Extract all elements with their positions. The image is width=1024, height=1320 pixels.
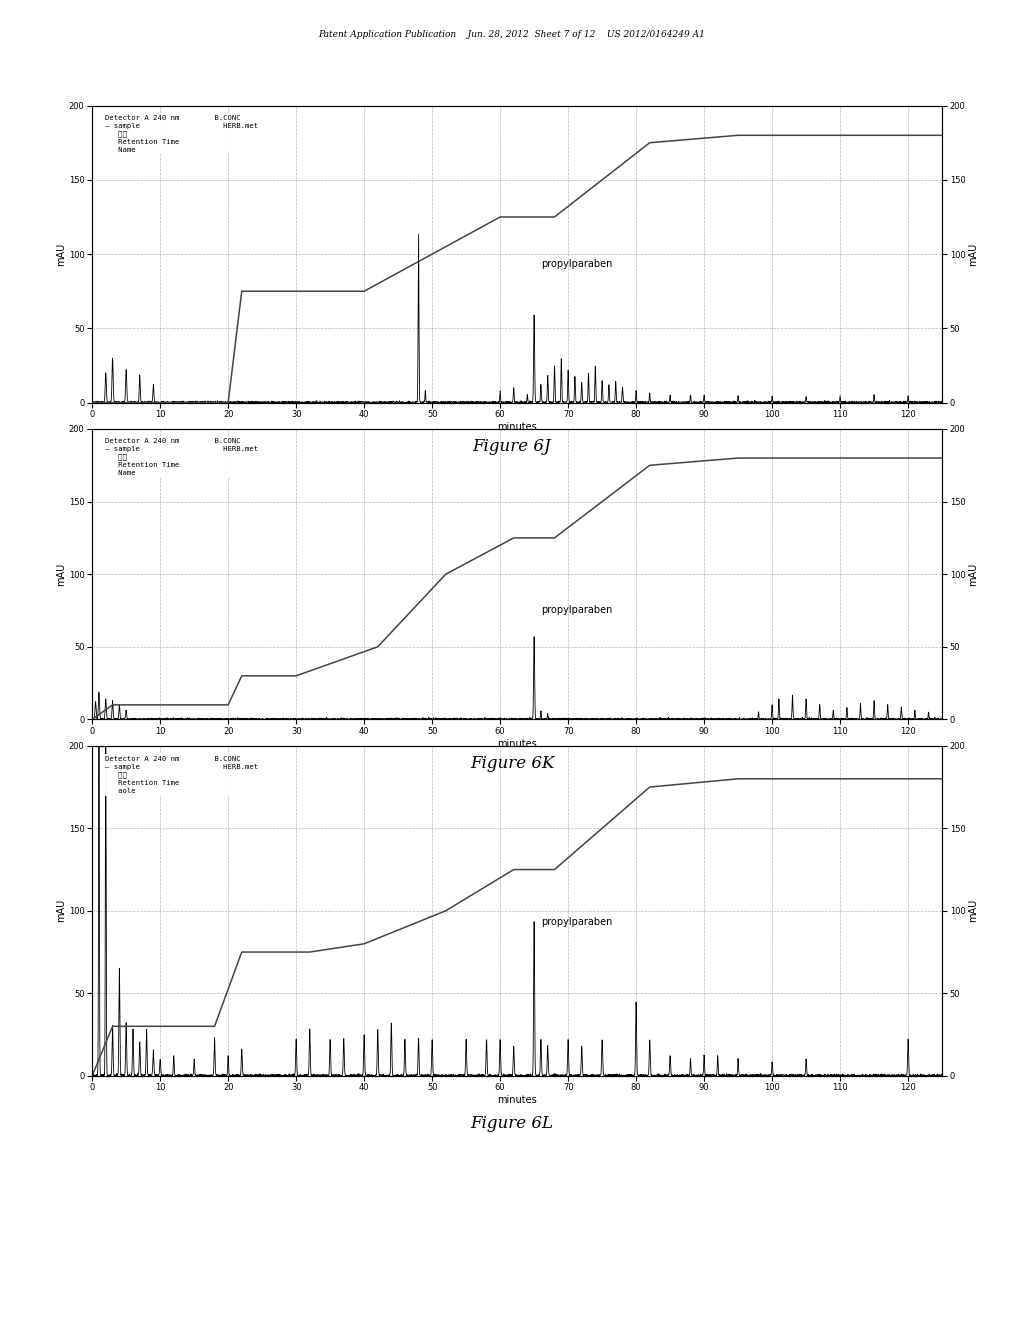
Text: Patent Application Publication    Jun. 28, 2012  Sheet 7 of 12    US 2012/016424: Patent Application Publication Jun. 28, …	[318, 30, 706, 40]
Y-axis label: mAU: mAU	[969, 899, 978, 923]
Text: Detector A 240 nm        B.CONC
— sample                   HERB.met
   台灣
   Ret: Detector A 240 nm B.CONC — sample HERB.m…	[104, 115, 258, 153]
X-axis label: minutes: minutes	[498, 1096, 537, 1105]
Text: Detector A 240 nm        B.CONC
— sample                   HERB.met
   吉林
   Ret: Detector A 240 nm B.CONC — sample HERB.m…	[104, 755, 258, 795]
Text: Figure 6K: Figure 6K	[470, 755, 554, 772]
Text: Detector A 240 nm        B.CONC
— sample                   HERB.met
   江奇
   Ret: Detector A 240 nm B.CONC — sample HERB.m…	[104, 438, 258, 477]
X-axis label: minutes: minutes	[498, 422, 537, 432]
Y-axis label: mAU: mAU	[969, 562, 978, 586]
Y-axis label: mAU: mAU	[56, 243, 66, 265]
Text: Figure 6J: Figure 6J	[473, 438, 551, 455]
Text: propylparaben: propylparaben	[541, 605, 612, 615]
Y-axis label: mAU: mAU	[56, 562, 66, 586]
Text: propylparaben: propylparaben	[541, 259, 612, 269]
Text: propylparaben: propylparaben	[541, 917, 612, 927]
Text: Figure 6L: Figure 6L	[470, 1115, 554, 1133]
Y-axis label: mAU: mAU	[56, 899, 66, 923]
X-axis label: minutes: minutes	[498, 739, 537, 748]
Y-axis label: mAU: mAU	[969, 243, 978, 265]
